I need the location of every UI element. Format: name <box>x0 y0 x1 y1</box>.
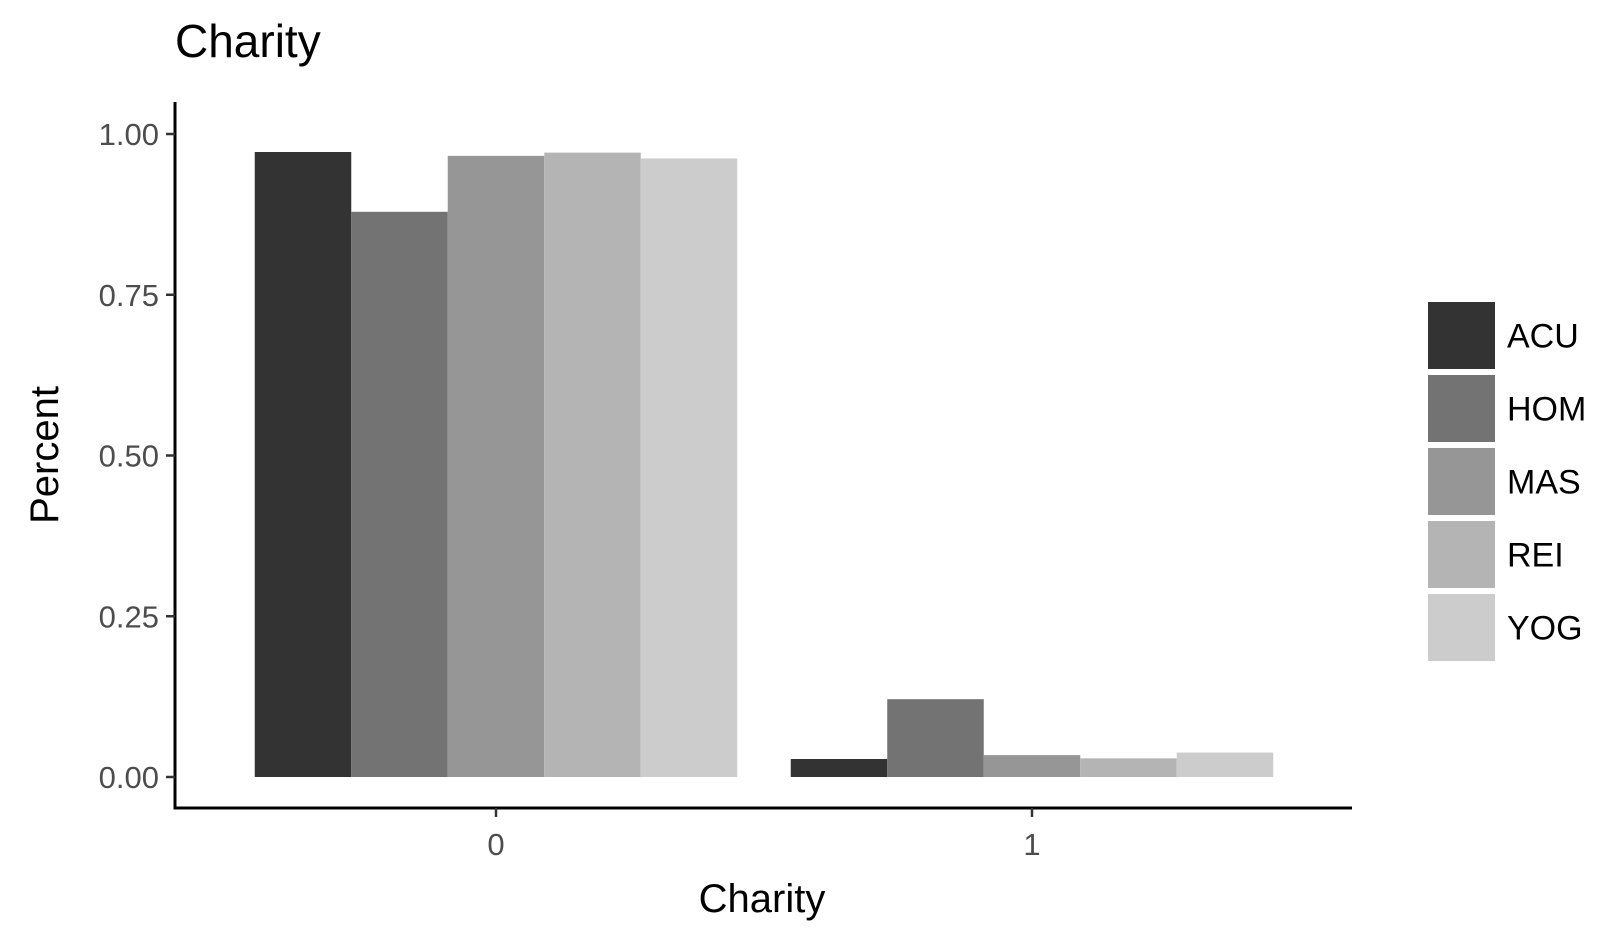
legend-label-rei: REI <box>1507 537 1564 575</box>
y-tick-label: 1.00 <box>99 117 159 152</box>
bar-acu-1 <box>790 758 888 777</box>
bar-acu-0 <box>254 152 352 777</box>
x-tick-label: 1 <box>1023 827 1040 862</box>
chart-title: Charity <box>175 15 321 67</box>
legend-key-rei <box>1428 521 1495 588</box>
y-tick-label: 0.50 <box>99 439 159 474</box>
bar-rei-0 <box>544 152 641 778</box>
legend-label-acu: ACU <box>1507 318 1579 356</box>
bars-layer <box>254 152 1274 778</box>
x-axis-title: Charity <box>699 877 826 921</box>
legend-label-mas: MAS <box>1507 464 1581 502</box>
bar-rei-1 <box>1080 758 1177 777</box>
y-tick-label: 0.75 <box>99 278 159 313</box>
y-tick-label: 0.25 <box>99 599 159 634</box>
bar-hom-0 <box>351 211 448 778</box>
legend: ACU HOM MAS REI YOG <box>1428 302 1586 661</box>
legend-key-yog <box>1428 594 1495 661</box>
legend-label-hom: HOM <box>1507 391 1586 429</box>
axes-layer: 0.00 0.25 0.50 0.75 1.00 0 1 <box>99 102 1352 862</box>
bar-mas-0 <box>447 155 545 777</box>
bar-yog-1 <box>1176 752 1274 777</box>
bar-hom-1 <box>887 699 984 777</box>
y-tick-label: 0.00 <box>99 760 159 795</box>
bar-yog-0 <box>640 158 738 777</box>
legend-key-hom <box>1428 375 1495 442</box>
y-axis-title: Percent <box>23 386 67 524</box>
bar-mas-1 <box>983 755 1081 777</box>
legend-label-yog: YOG <box>1507 610 1583 648</box>
legend-key-acu <box>1428 302 1495 369</box>
x-tick-label: 0 <box>487 827 504 862</box>
legend-key-mas <box>1428 448 1495 515</box>
